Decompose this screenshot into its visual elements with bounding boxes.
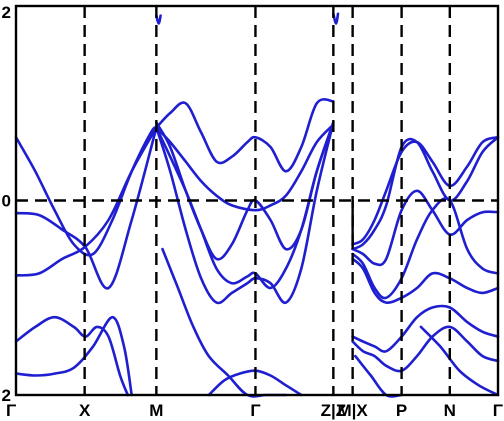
band-line-1 xyxy=(14,126,158,257)
band-line-3 xyxy=(14,126,158,277)
y-tick-label-2: 0 xyxy=(2,192,11,211)
band-line-22 xyxy=(354,354,403,398)
band-line-21 xyxy=(351,325,500,373)
band-line-9 xyxy=(155,121,335,290)
band-line-19 xyxy=(351,257,500,305)
x-tick-labels: Γ X M Γ Z|ZM|X P N Γ xyxy=(6,401,503,420)
y-tick-labels: 2 0 2 xyxy=(2,3,11,405)
k-point-label-2: X xyxy=(79,401,91,420)
band-line-18 xyxy=(351,197,500,300)
k-point-label-8: N xyxy=(444,401,456,420)
band-line-23 xyxy=(419,325,500,397)
k-point-label-1: Γ xyxy=(6,401,16,420)
band-line-10 xyxy=(155,121,335,305)
k-point-label-5: Z|Z xyxy=(321,401,347,420)
y-tick-label-3: 2 xyxy=(2,386,11,405)
band-line-6 xyxy=(155,98,335,173)
band-line-17 xyxy=(351,189,500,267)
k-point-label-4: Γ xyxy=(250,401,260,420)
k-point-label-9: Γ xyxy=(493,401,503,420)
band-line-2 xyxy=(14,126,158,290)
band-line-7 xyxy=(155,123,335,212)
guide-lines xyxy=(16,6,498,395)
band-line-20 xyxy=(351,304,500,353)
k-point-label-3: M xyxy=(149,401,163,420)
band-line-5 xyxy=(14,315,130,397)
k-point-label-6: M|X xyxy=(337,401,368,420)
k-point-label-7: P xyxy=(396,401,407,420)
plot-frame xyxy=(14,4,500,397)
y-tick-label-1: 2 xyxy=(2,3,11,22)
band-line-16 xyxy=(351,136,500,251)
band-lines xyxy=(14,12,500,398)
